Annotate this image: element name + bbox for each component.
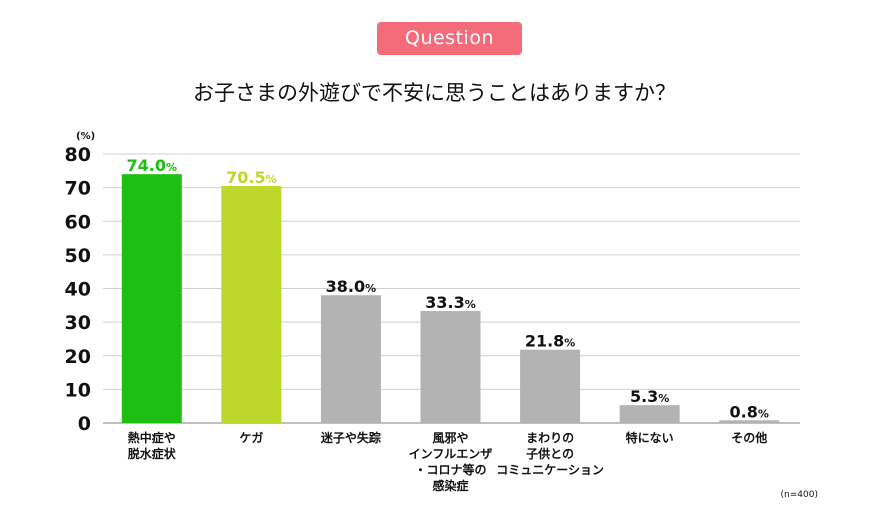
x-category-label: 迷子や失踪 xyxy=(320,430,381,445)
bar xyxy=(320,295,381,423)
bar-value-suffix: % xyxy=(564,337,575,350)
bar xyxy=(420,311,481,423)
bar-value-suffix: % xyxy=(166,161,177,174)
bar-value-label: 21.8% xyxy=(525,332,576,351)
bar-value-number: 38.0 xyxy=(326,277,365,296)
y-tick-label: 10 xyxy=(65,379,91,401)
bar-value-label: 0.8% xyxy=(730,402,769,421)
x-category-line: インフルエンザ xyxy=(409,447,493,461)
bar-value-number: 74.0 xyxy=(127,156,166,175)
bar-value-number: 33.3 xyxy=(425,293,464,312)
y-tick-label: 50 xyxy=(65,245,91,267)
x-category-line: コミュニケーション xyxy=(496,463,604,477)
bar-value-number: 21.8 xyxy=(525,332,564,351)
x-category-line: 風邪や xyxy=(432,431,468,445)
y-tick-label: 30 xyxy=(65,312,91,334)
question-title: お子さまの外遊びで不安に思うことはありますか？ xyxy=(193,81,676,105)
x-category-line: ケガ xyxy=(239,430,263,445)
x-category-line: 迷子や失踪 xyxy=(320,430,381,445)
y-tick-label: 70 xyxy=(65,178,91,200)
y-tick-label: 40 xyxy=(65,279,91,301)
bar-value-number: 0.8 xyxy=(730,402,758,421)
x-category-line: 子供との xyxy=(526,446,574,461)
x-category-line: まわりの xyxy=(526,431,574,445)
sample-size-note: (n=400) xyxy=(781,490,818,500)
bar xyxy=(619,405,680,423)
y-tick-label: 80 xyxy=(65,144,91,166)
bar-value-label: 70.5% xyxy=(226,168,277,187)
bar xyxy=(221,185,282,423)
x-category-line: 脱水症状 xyxy=(128,446,177,461)
x-category-label: その他 xyxy=(731,430,767,445)
x-category-line: 特にない xyxy=(626,430,674,445)
x-category-line: 熱中症や xyxy=(128,430,176,445)
bar-value-suffix: % xyxy=(465,298,476,311)
bar-value-label: 38.0% xyxy=(326,277,377,296)
bar-value-suffix: % xyxy=(266,173,277,186)
bar-value-label: 5.3% xyxy=(630,387,669,406)
y-unit-label: (%) xyxy=(76,131,95,142)
question-badge: Question xyxy=(377,22,522,55)
x-category-line: その他 xyxy=(731,430,767,445)
y-tick-label: 60 xyxy=(65,211,91,233)
y-tick-label: 20 xyxy=(65,346,91,368)
x-category-line: ・コロナ等の xyxy=(414,462,486,477)
bar-value-number: 70.5 xyxy=(226,168,265,187)
x-category-line: 感染症 xyxy=(432,478,468,493)
x-category-label: ケガ xyxy=(239,430,263,445)
bar-value-suffix: % xyxy=(658,392,669,405)
bar-value-suffix: % xyxy=(758,407,769,420)
x-category-label: 特にない xyxy=(626,430,674,445)
bar-value-number: 5.3 xyxy=(630,387,658,406)
bar xyxy=(719,420,780,423)
bar-value-label: 33.3% xyxy=(425,293,476,312)
y-tick-label: 0 xyxy=(78,413,91,435)
bar-value-label: 74.0% xyxy=(127,156,178,175)
bar xyxy=(520,349,581,423)
bar-value-suffix: % xyxy=(365,282,376,295)
bar xyxy=(121,174,182,423)
